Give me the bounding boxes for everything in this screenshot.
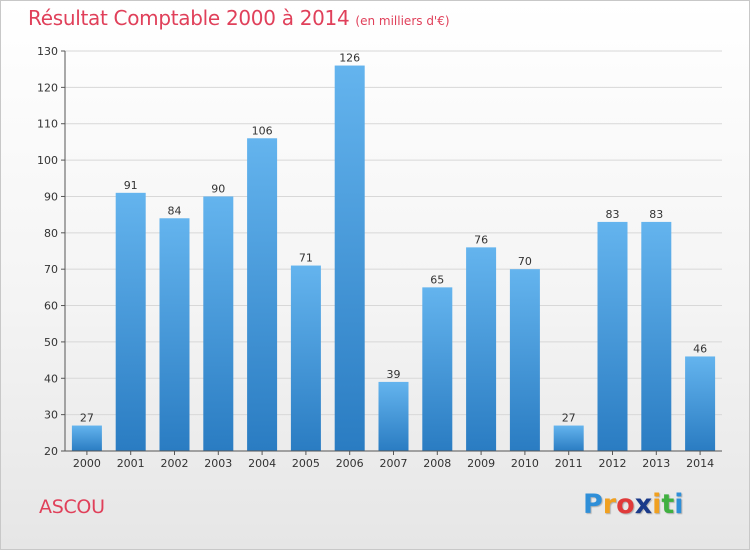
y-tick-label: 100 (37, 154, 58, 167)
proxiti-logo: Proxiti (583, 489, 684, 520)
data-label: 27 (80, 412, 94, 425)
bar (334, 65, 365, 451)
bar (553, 425, 584, 451)
y-tick-label: 120 (37, 81, 58, 94)
x-tick-label: 2000 (73, 457, 101, 470)
data-label: 76 (474, 233, 488, 246)
y-tick-label: 30 (44, 409, 58, 422)
logo-letter: o (616, 489, 635, 520)
data-label: 70 (518, 255, 532, 268)
data-label: 90 (211, 182, 225, 195)
data-label: 71 (299, 252, 313, 265)
bar (159, 218, 190, 451)
data-label: 27 (562, 412, 576, 425)
x-tick-label: 2003 (204, 457, 232, 470)
x-tick-label: 2008 (423, 457, 451, 470)
y-tick-label: 50 (44, 336, 58, 349)
x-tick-label: 2012 (599, 457, 627, 470)
data-label: 65 (430, 273, 444, 286)
x-tick-label: 2007 (380, 457, 408, 470)
bar (115, 192, 146, 451)
data-label: 84 (168, 204, 182, 217)
x-tick-label: 2002 (161, 457, 189, 470)
bar (203, 196, 234, 451)
x-tick-label: 2001 (117, 457, 145, 470)
chart-title-block: Résultat Comptable 2000 à 2014 (en millie… (28, 6, 450, 30)
data-label: 46 (693, 342, 707, 355)
data-label: 39 (387, 368, 401, 381)
bar (641, 221, 672, 451)
bar (290, 265, 321, 451)
bar (509, 269, 540, 451)
x-tick-label: 2009 (467, 457, 495, 470)
chart-subtitle: (en milliers d'€) (355, 14, 450, 28)
chart-title: Résultat Comptable 2000 à 2014 (28, 6, 350, 30)
x-tick-label: 2010 (511, 457, 539, 470)
logo-letter: r (602, 489, 617, 520)
x-tick-label: 2011 (555, 457, 583, 470)
x-tick-label: 2014 (686, 457, 714, 470)
y-tick-label: 20 (44, 445, 58, 458)
data-label: 126 (339, 52, 360, 65)
bar (422, 287, 453, 451)
logo-letter: x (634, 489, 653, 520)
data-label: 83 (606, 208, 620, 221)
logo-letter: t (661, 489, 675, 520)
bar (378, 381, 409, 451)
bar (466, 247, 497, 451)
data-label: 91 (124, 179, 138, 192)
bar (71, 425, 102, 451)
y-tick-label: 40 (44, 372, 58, 385)
y-tick-label: 90 (44, 190, 58, 203)
y-tick-label: 70 (44, 263, 58, 276)
bar (597, 221, 628, 451)
x-tick-label: 2006 (336, 457, 364, 470)
logo-letter: i (652, 489, 662, 520)
x-tick-label: 2005 (292, 457, 320, 470)
axes (61, 50, 722, 455)
bar (247, 138, 278, 452)
y-tick-label: 110 (37, 118, 58, 131)
logo-letter: P (583, 489, 603, 520)
data-label: 106 (252, 124, 273, 137)
commune-name: ASCOU (39, 496, 105, 518)
bar (685, 356, 716, 451)
logo-letter: i (674, 489, 684, 520)
x-tick-label: 2004 (248, 457, 276, 470)
y-tick-label: 130 (37, 45, 58, 58)
y-tick-label: 80 (44, 227, 58, 240)
labels: 20 30 40 50 60 70 80 90 100 110 120 130 27 2000 91 2001… (37, 45, 714, 470)
y-tick-label: 60 (44, 300, 58, 313)
x-tick-label: 2013 (642, 457, 670, 470)
data-label: 83 (649, 208, 663, 221)
bars (71, 65, 716, 452)
